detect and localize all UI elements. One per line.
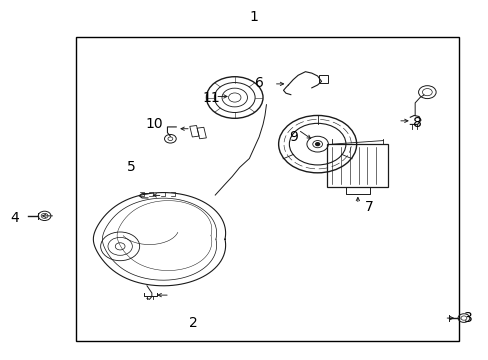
Text: 10: 10: [145, 117, 163, 131]
Text: 8: 8: [412, 116, 421, 130]
Bar: [327, 144, 387, 187]
Text: 4: 4: [10, 211, 19, 225]
Text: 1: 1: [249, 10, 258, 24]
Text: 7: 7: [364, 200, 372, 214]
Text: 11: 11: [202, 90, 220, 104]
Bar: [319, 75, 327, 83]
Text: 9: 9: [288, 130, 297, 144]
Bar: [76, 37, 458, 341]
Text: 3: 3: [464, 311, 472, 325]
Text: 2: 2: [188, 316, 197, 330]
Text: 6: 6: [254, 76, 263, 90]
Bar: [197, 127, 206, 139]
Text: 5: 5: [127, 161, 136, 175]
Circle shape: [315, 143, 319, 145]
Bar: [189, 126, 199, 137]
